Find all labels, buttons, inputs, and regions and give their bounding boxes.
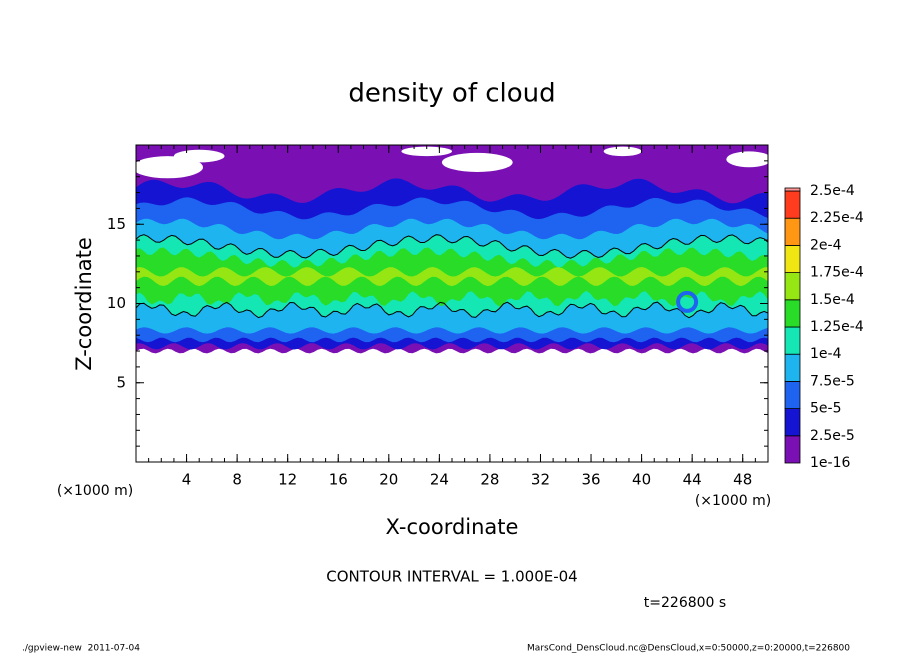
colorbar-label: 1.5e-4 [810,292,855,308]
x-tick-label: 20 [379,471,398,489]
colorbar-label: 1.25e-4 [810,319,864,335]
x-tick-label: 48 [733,471,752,489]
colorbar-label: 2e-4 [810,237,842,253]
colorbar-label: 1e-16 [810,455,850,471]
time-label: t=226800 s [644,595,726,611]
field [136,145,768,354]
colorbar-swatch [784,326,801,355]
chart-title: density of cloud [348,79,555,109]
field-band [136,267,768,287]
y-tick-label: 5 [116,373,126,391]
colorbar-swatch [784,299,801,328]
footer-right: MarsCond_DensCloud.nc@DensCloud,x=0:5000… [527,644,850,654]
colorbar-label: 7.5e-5 [810,373,855,389]
x-tick-label: 24 [430,471,449,489]
clear-patch [173,149,225,163]
x-unit-label: (×1000 m) [695,493,771,509]
x-tick-label: 44 [683,471,702,489]
x-tick-label: 16 [329,471,348,489]
x-tick-label: 40 [632,471,651,489]
vortex [676,290,699,313]
x-axis-label: X-coordinate [386,515,519,539]
clear-patch [136,156,203,179]
x-tick-label: 4 [182,471,192,489]
footer-left: ./gpview-new 2011-07-04 [22,644,140,654]
colorbar-label: 2.5e-4 [810,183,855,199]
colorbar-label: 1e-4 [810,346,842,362]
colorbar-swatch [784,190,801,219]
x-tick-label: 12 [278,471,297,489]
colorbar-swatch [784,272,801,301]
y-axis-label: Z-coordinate [72,237,96,371]
x-tick-label: 36 [581,471,600,489]
colorbar-label: 1.75e-4 [810,265,864,281]
contour-note: CONTOUR INTERVAL = 1.000E-04 [326,568,577,586]
colorbar-swatch [784,435,801,464]
clear-patch [441,152,513,172]
x-tick-label: 28 [480,471,499,489]
colorbar-label: 5e-5 [810,401,841,417]
colorbar-swatch [784,217,801,246]
colorbar-swatch [784,408,801,437]
y-tick-label: 10 [107,294,126,312]
colorbar-swatch [784,187,801,192]
colorbar-swatch [784,353,801,382]
colorbar-swatch [784,244,801,273]
contour-line [136,234,768,259]
x-tick-label: 32 [531,471,550,489]
colorbar-label: 2.25e-4 [810,210,864,226]
clear-patch [726,151,768,168]
y-tick-label: 15 [107,215,126,233]
x-tick-label: 8 [232,471,242,489]
colorbar-label: 2.5e-5 [810,428,855,444]
colorbar-swatch [784,380,801,409]
contour-line [136,301,768,319]
y-unit-label: (×1000 m) [57,483,133,499]
clear-patch [603,146,642,157]
